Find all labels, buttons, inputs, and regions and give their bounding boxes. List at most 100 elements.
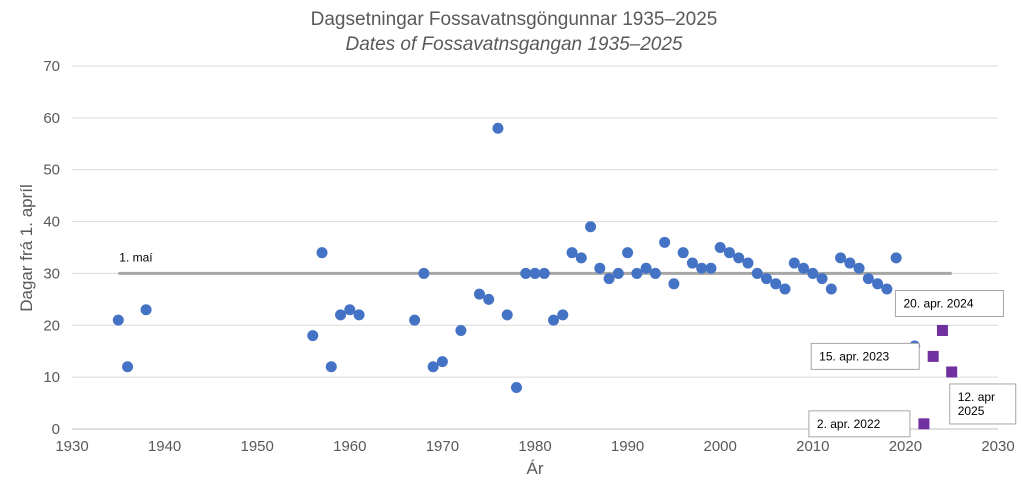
x-tick-label-1980: 1980 [518,438,551,455]
x-axis-label: Ár [527,459,544,478]
chart-subtitle: Dates of Fossavatnsgangan 1935–2025 [346,34,683,55]
y-axis-ticks: 0 10 20 30 40 50 60 70 [43,58,60,438]
data-point-1936 [122,361,134,373]
data-point-2015 [853,262,865,274]
y-tick-label-30: 30 [43,265,60,282]
y-tick-label-50: 50 [43,162,60,179]
data-point-1959 [335,309,347,321]
data-point-1983 [557,309,569,321]
data-point-2019 [890,252,902,264]
data-point-2012 [825,283,837,295]
reference-line-label: 1. maí [119,250,153,264]
annotation-label-2025-line-2: 2025 [958,404,985,418]
data-point-2007 [779,283,791,295]
data-point-1998 [696,262,708,274]
data-point-1997 [686,257,698,269]
annotation-label-2024: 20. apr. 2024 [903,296,973,310]
data-point-1999 [705,262,717,274]
data-point-1991 [631,267,643,279]
x-tick-label-2030: 2030 [981,438,1014,455]
x-tick-label-1960: 1960 [333,438,366,455]
data-point-2001 [723,247,735,259]
data-point-1960 [344,304,356,316]
annotations: 2. apr. 2022 15. apr. 2023 20. apr. 2024 12… [808,289,1017,438]
data-point-1975 [483,293,495,305]
x-axis-ticks: 1930 1940 1950 1960 1970 1980 1990 2000 2010 2020… [55,438,1014,455]
y-tick-label-60: 60 [43,110,60,127]
data-point-2023 [927,350,939,362]
data-point-1976 [492,122,504,134]
data-point-1956 [307,330,319,342]
data-point-1978 [510,382,522,394]
data-point-1968 [418,267,430,279]
data-point-1974 [473,288,485,300]
data-point-2016 [862,273,874,285]
data-point-1979 [520,267,532,279]
gridlines [72,65,998,430]
annotation-box-2025 [949,383,1017,425]
data-point-1967 [409,314,421,326]
x-tick-label-2020: 2020 [889,438,922,455]
x-tick-label-2010: 2010 [796,438,829,455]
y-tick-label-70: 70 [43,58,60,75]
data-point-1993 [649,267,661,279]
data-point-2002 [733,252,745,264]
data-point-2014 [844,257,856,269]
data-point-2004 [751,267,763,279]
data-point-2010 [807,267,819,279]
data-point-1988 [603,273,615,285]
chart-title: Dagsetningar Fossavatnsgöngunnar 1935–20… [311,9,718,30]
data-point-1984 [566,247,578,259]
y-axis-label: Dagar frá 1. apríl [17,184,36,312]
data-point-1938 [140,304,152,316]
x-tick-label-1970: 1970 [426,438,459,455]
data-point-1992 [640,262,652,274]
data-point-2011 [816,273,828,285]
data-point-1957 [316,247,328,259]
data-point-1958 [325,361,337,373]
data-point-1996 [677,247,689,259]
data-point-2022 [918,418,930,430]
data-point-1970 [436,356,448,368]
annotation-label-2022: 2. apr. 2022 [817,417,881,431]
data-point-1995 [668,278,680,290]
data-point-1982 [548,314,560,326]
data-point-2006 [770,278,782,290]
data-point-2025 [946,366,958,378]
data-point-2003 [742,257,754,269]
data-point-2013 [835,252,847,264]
data-point-1989 [612,267,624,279]
data-point-2018 [881,283,893,295]
x-tick-label-1950: 1950 [241,438,274,455]
data-point-2000 [714,242,726,253]
y-tick-label-0: 0 [52,421,60,438]
x-tick-label-1940: 1940 [148,438,181,455]
data-point-2005 [761,273,772,285]
annotation-box-2024 [894,289,1004,317]
data-point-2024 [936,324,948,336]
data-point-1972 [455,324,467,336]
annotation-box-2022 [808,410,911,438]
y-tick-label-10: 10 [43,369,60,386]
annotation-label-2023: 15. apr. 2023 [819,349,889,363]
x-tick-label-2000: 2000 [704,438,737,455]
data-point-2017 [872,278,884,290]
data-point-1969 [427,361,439,373]
x-tick-label-1990: 1990 [611,438,644,455]
data-points [112,122,958,430]
data-point-1990 [622,247,634,259]
data-point-1980 [529,267,541,279]
y-tick-label-20: 20 [43,317,60,334]
annotation-box-2023 [810,342,920,370]
data-point-1985 [575,252,587,264]
data-point-1986 [585,221,597,233]
data-point-1961 [353,309,365,321]
data-point-1977 [501,309,513,321]
data-point-1935 [112,314,124,326]
data-point-1987 [594,262,606,274]
x-tick-label-1930: 1930 [55,438,88,455]
data-point-1981 [538,267,550,279]
y-tick-label-40: 40 [43,214,60,231]
data-point-2009 [798,262,810,274]
